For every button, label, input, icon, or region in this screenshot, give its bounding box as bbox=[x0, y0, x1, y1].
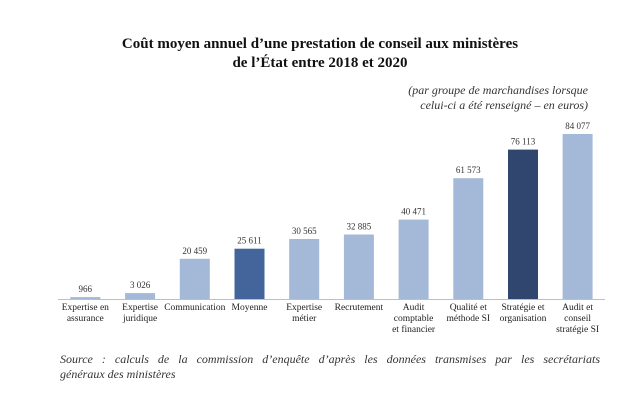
category-label-9-1: conseil bbox=[564, 314, 591, 324]
bar-6 bbox=[398, 219, 429, 299]
bar-9 bbox=[562, 134, 593, 299]
bar-3 bbox=[234, 248, 265, 299]
bar-1 bbox=[125, 293, 156, 299]
source-note-line-2: généraux des ministères bbox=[60, 367, 176, 381]
category-label-1-1: juridique bbox=[122, 314, 157, 324]
value-label-5: 32 885 bbox=[347, 222, 372, 232]
category-label-6-1: comptable bbox=[394, 314, 434, 324]
value-label-8: 76 113 bbox=[511, 137, 536, 147]
category-label-7-0: Qualité et bbox=[450, 303, 488, 313]
bar-2 bbox=[179, 258, 210, 299]
category-label-8-1: organisation bbox=[500, 314, 547, 324]
value-label-6: 40 471 bbox=[401, 207, 426, 217]
bar-8 bbox=[508, 149, 538, 299]
chart-title-line-2: de l’État entre 2018 et 2020 bbox=[232, 55, 408, 71]
category-label-4-0: Expertise bbox=[286, 303, 322, 313]
source-note-line-1: Source : calculs de la commission d’enqu… bbox=[60, 352, 600, 366]
chart-subtitle-line-2: celui-ci a été renseigné – en euros) bbox=[420, 98, 588, 112]
bar-0 bbox=[70, 297, 101, 299]
value-label-7: 61 573 bbox=[456, 165, 481, 175]
category-label-7-1: méthode SI bbox=[447, 314, 491, 324]
value-label-1: 3 026 bbox=[130, 280, 151, 290]
category-label-0-1: assurance bbox=[67, 314, 104, 324]
category-label-6-2: et financier bbox=[392, 324, 436, 335]
category-label-4-1: métier bbox=[292, 314, 317, 324]
chart-subtitle-line-1: (par groupe de marchandises lorsque bbox=[408, 83, 588, 97]
value-label-2: 20 459 bbox=[182, 246, 207, 256]
bar-5 bbox=[343, 234, 374, 299]
value-label-0: 966 bbox=[79, 284, 93, 294]
bar-4 bbox=[289, 239, 320, 299]
category-label-0-0: Expertise en bbox=[62, 303, 109, 313]
value-label-4: 30 565 bbox=[292, 226, 317, 236]
value-label-3: 25 611 bbox=[237, 236, 261, 246]
chart-title-line-1: Coût moyen annuel d’une prestation de co… bbox=[121, 36, 519, 52]
category-label-8-0: Stratégie et bbox=[502, 303, 545, 313]
category-label-9-0: Audit et bbox=[562, 303, 593, 313]
category-label-3-0: Moyenne bbox=[232, 303, 268, 313]
value-label-9: 84 077 bbox=[565, 121, 590, 131]
bar-7 bbox=[453, 178, 484, 299]
category-label-9-2: stratégie SI bbox=[556, 325, 599, 335]
category-label-5-0: Recrutement bbox=[335, 303, 384, 313]
category-label-1-0: Expertise bbox=[122, 303, 158, 313]
category-label-2-0: Communication bbox=[164, 303, 225, 313]
category-label-6-0: Audit bbox=[403, 303, 425, 313]
